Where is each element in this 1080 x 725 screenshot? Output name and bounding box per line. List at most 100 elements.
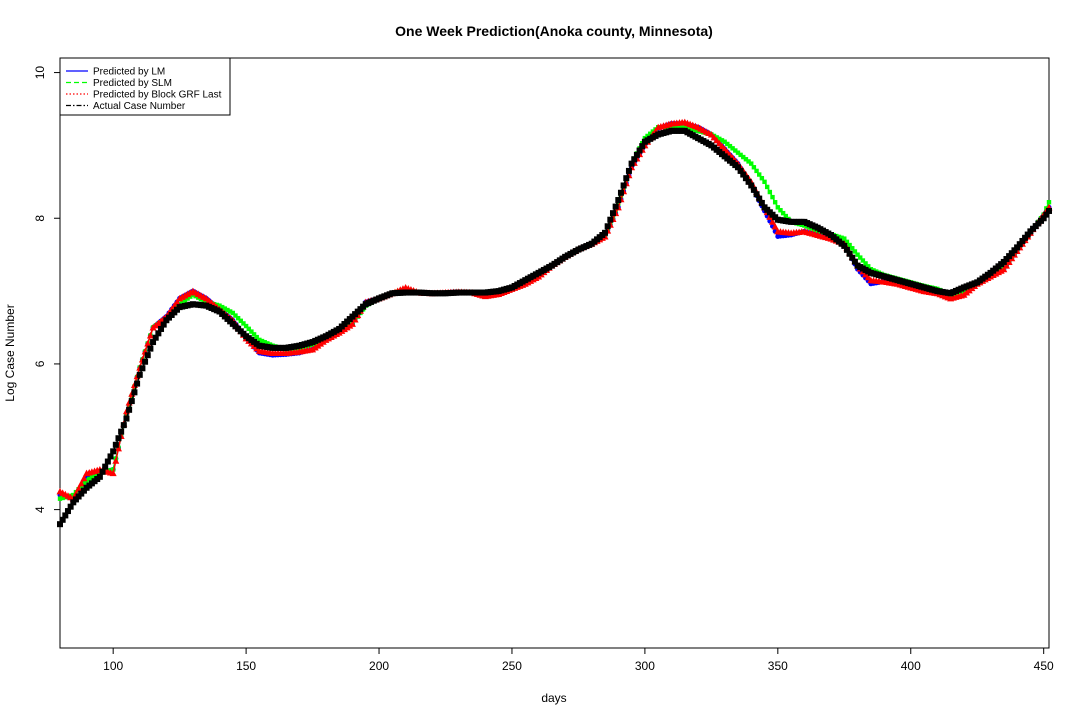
x-axis: 100 150 200 250 300 350 400 450 bbox=[103, 648, 1054, 673]
data-point bbox=[173, 298, 181, 306]
data-point bbox=[738, 152, 743, 158]
data-point bbox=[770, 194, 775, 200]
data-point bbox=[104, 458, 111, 465]
data-point bbox=[759, 175, 765, 181]
data-point bbox=[757, 172, 762, 177]
data-point bbox=[671, 124, 677, 130]
data-point bbox=[118, 428, 125, 435]
data-point bbox=[633, 151, 640, 158]
data-point bbox=[850, 246, 855, 251]
data-point bbox=[620, 182, 627, 189]
data-point bbox=[144, 340, 152, 347]
data-point bbox=[844, 239, 850, 245]
data-point bbox=[719, 138, 725, 143]
data-point bbox=[243, 323, 249, 329]
data-point bbox=[602, 229, 609, 236]
data-point bbox=[249, 329, 254, 334]
data-point bbox=[866, 264, 871, 269]
data-point bbox=[743, 157, 749, 162]
data-point bbox=[62, 512, 69, 519]
data-point bbox=[1043, 211, 1050, 218]
data-point bbox=[57, 521, 63, 528]
data-point bbox=[251, 332, 257, 337]
data-point bbox=[772, 200, 778, 205]
data-point bbox=[1000, 265, 1008, 273]
data-point bbox=[227, 309, 233, 314]
data-point bbox=[1002, 262, 1010, 269]
data-point bbox=[150, 339, 157, 346]
data-point bbox=[735, 150, 741, 155]
x-tick-label: 150 bbox=[236, 659, 256, 673]
data-point bbox=[112, 441, 119, 448]
data-point bbox=[222, 306, 228, 311]
data-point bbox=[783, 213, 788, 219]
data-point bbox=[751, 165, 757, 170]
legend-box bbox=[59, 57, 231, 116]
data-point bbox=[631, 156, 638, 163]
data-point bbox=[158, 325, 165, 332]
data-point bbox=[348, 320, 356, 327]
series-predicted-by-lm bbox=[57, 121, 1052, 502]
data-point bbox=[741, 154, 746, 160]
data-point bbox=[690, 127, 695, 132]
data-point bbox=[1046, 200, 1052, 205]
data-point bbox=[764, 184, 770, 190]
data-point bbox=[740, 171, 747, 178]
data-point bbox=[607, 216, 614, 223]
data-point bbox=[625, 167, 632, 174]
y-tick-label: 10 bbox=[33, 66, 47, 80]
data-point bbox=[1022, 234, 1029, 241]
data-point bbox=[77, 479, 85, 487]
data-point bbox=[112, 457, 120, 464]
data-point bbox=[1014, 244, 1021, 251]
chart-title: One Week Prediction(Anoka county, Minnes… bbox=[395, 23, 713, 39]
data-point bbox=[265, 341, 270, 346]
series-predicted-by-slm bbox=[57, 124, 1052, 501]
data-point bbox=[241, 321, 246, 326]
data-point bbox=[615, 197, 622, 204]
x-tick-label: 100 bbox=[103, 659, 123, 673]
data-point bbox=[225, 307, 230, 313]
data-point bbox=[182, 298, 188, 303]
data-point bbox=[648, 131, 653, 136]
data-point bbox=[609, 210, 616, 217]
data-point bbox=[160, 321, 167, 328]
data-point bbox=[725, 141, 730, 147]
data-point bbox=[235, 315, 241, 321]
data-point bbox=[246, 326, 251, 332]
data-point bbox=[230, 310, 236, 316]
data-point bbox=[59, 516, 66, 523]
data-point bbox=[749, 161, 754, 166]
data-point bbox=[855, 252, 860, 257]
data-point bbox=[682, 124, 687, 130]
data-point bbox=[136, 371, 143, 378]
data-point bbox=[217, 303, 222, 308]
data-point bbox=[139, 365, 146, 372]
data-point bbox=[233, 313, 238, 318]
data-point bbox=[730, 146, 735, 151]
data-point bbox=[623, 175, 630, 182]
data-point bbox=[80, 474, 88, 482]
data-point bbox=[180, 300, 185, 305]
data-point bbox=[839, 235, 844, 240]
series-line bbox=[59, 126, 1050, 500]
data-point bbox=[142, 358, 149, 365]
data-point bbox=[604, 223, 611, 230]
data-point bbox=[769, 218, 777, 225]
data-point bbox=[131, 389, 138, 396]
y-tick-label: 4 bbox=[33, 506, 47, 513]
data-point bbox=[846, 250, 853, 257]
data-point bbox=[75, 484, 83, 492]
data-point bbox=[146, 332, 154, 339]
data-point bbox=[754, 168, 759, 174]
data-point bbox=[1024, 231, 1031, 238]
data-point bbox=[727, 143, 733, 149]
data-point bbox=[107, 453, 114, 460]
data-point bbox=[742, 175, 749, 182]
y-tick-label: 6 bbox=[33, 360, 47, 367]
data-point bbox=[67, 503, 74, 510]
data-point bbox=[89, 475, 95, 480]
